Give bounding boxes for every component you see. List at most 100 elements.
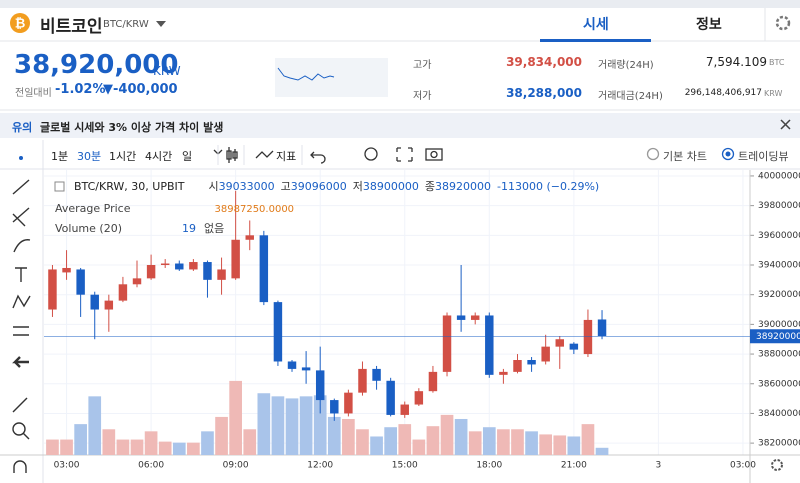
- tab[interactable]: 정보: [696, 17, 722, 33]
- stat-label: 저가: [413, 91, 432, 102]
- volume-bar: [440, 414, 454, 455]
- x-tick-label: 06:00: [138, 461, 164, 471]
- volume-bar: [88, 396, 102, 455]
- legend-text: 시: [208, 180, 218, 193]
- volume-bar: [497, 429, 510, 455]
- interval[interactable]: 일: [182, 150, 193, 163]
- candle-body: [301, 367, 311, 371]
- candle-body: [527, 360, 536, 365]
- candle-body: [146, 265, 156, 279]
- volume-bar: [553, 435, 567, 455]
- candle-body: [442, 315, 452, 372]
- candle-body: [62, 267, 71, 273]
- volume-bar: [525, 431, 538, 455]
- candle-body: [456, 315, 466, 320]
- settings-icon[interactable]: [771, 459, 783, 471]
- notice-close[interactable]: [780, 119, 791, 130]
- notice-tag: 유의: [12, 121, 33, 134]
- chart-mode[interactable]: 트레이딩뷰: [738, 150, 789, 163]
- candle-body: [76, 269, 85, 295]
- chart-mode[interactable]: 기본 차트: [663, 150, 707, 163]
- x-tick-label: 03:00: [54, 461, 80, 471]
- settings-icon[interactable]: [775, 15, 791, 31]
- volume-bar: [581, 424, 595, 455]
- candle-body: [499, 371, 508, 375]
- interval[interactable]: 1시간: [109, 150, 137, 163]
- indicator-button[interactable]: 지표: [276, 150, 297, 163]
- x-tick-label: 03:00: [730, 461, 756, 471]
- interval[interactable]: 4시간: [145, 150, 173, 163]
- toolbar-icons[interactable]: [213, 147, 735, 164]
- candle-body: [189, 262, 198, 270]
- y-tick-label: 38600000: [758, 379, 800, 389]
- volume-bar: [342, 418, 355, 455]
- candle-body: [315, 370, 325, 401]
- legend-text: 고: [281, 180, 291, 193]
- y-tick-label: 40000000: [758, 171, 800, 181]
- plot-bg: [44, 170, 750, 455]
- change-label: 전일대비: [15, 88, 52, 99]
- top-strip: [0, 0, 800, 8]
- legend-icon: [54, 181, 65, 192]
- candle-body: [583, 319, 593, 355]
- volume-bar: [356, 429, 369, 455]
- stat-label: 고가: [413, 60, 432, 71]
- volume-bar: [201, 431, 214, 455]
- y-tick-label: 39800000: [758, 201, 800, 211]
- legend-text: 38900000: [363, 180, 419, 193]
- legend-text: -113000 (−0.29%): [497, 180, 599, 193]
- volume-bar: [313, 395, 327, 455]
- pair: BTC/KRW: [103, 19, 149, 30]
- volume-bar: [511, 429, 524, 455]
- volume-bar: [412, 439, 426, 455]
- svg-text:₿: ₿: [15, 17, 26, 32]
- interval[interactable]: 1분: [51, 150, 69, 163]
- volume-bar: [243, 429, 257, 455]
- volume-bar: [567, 436, 581, 455]
- candle-body: [118, 284, 128, 301]
- candle-body: [160, 263, 170, 265]
- legend-text: 저: [353, 180, 363, 193]
- stat-unit: BTC: [769, 58, 785, 67]
- volume-bar: [595, 447, 609, 455]
- drawing-tools[interactable]: [12, 156, 31, 473]
- x-tick-label: 09:00: [223, 461, 249, 471]
- y-tick-label: 39000000: [758, 320, 800, 330]
- price-unit: KRW: [153, 64, 181, 78]
- interval[interactable]: 30분: [77, 150, 102, 163]
- candle-body: [372, 368, 381, 381]
- volume-bar: [327, 416, 341, 455]
- change-amt: ▼-400,000: [103, 82, 178, 97]
- y-tick-label: 38200000: [758, 439, 800, 449]
- volume-bar: [130, 439, 144, 455]
- header-graphics: ₿: [0, 8, 800, 138]
- stat-value: 296,148,406,917: [684, 88, 762, 98]
- legend-text: Average Price: [55, 202, 131, 215]
- tab-underline: [540, 39, 651, 42]
- legend-text: 없음: [204, 222, 224, 235]
- coin-name: 비트코인: [40, 17, 103, 37]
- y-tick-label: 38400000: [758, 409, 800, 419]
- candle-body: [287, 361, 297, 369]
- volume-bar: [454, 418, 468, 455]
- candle-body: [245, 235, 254, 240]
- candle-body: [597, 319, 607, 337]
- tab[interactable]: 시세: [583, 17, 609, 33]
- candle-body: [555, 339, 564, 347]
- stat-label: 거래대금(24H): [598, 91, 663, 102]
- stat-unit: KRW: [764, 89, 783, 98]
- volume-bar: [370, 436, 383, 455]
- volume-bar: [102, 429, 116, 455]
- volume-bar: [426, 426, 440, 455]
- x-tick-label: 18:00: [476, 461, 502, 471]
- candle-body: [90, 294, 99, 310]
- dropdown-caret[interactable]: [156, 21, 166, 27]
- volume-bar: [482, 427, 496, 455]
- chart: 38200000 38400000 38600000 38800000 39000000…: [0, 170, 800, 483]
- candle-body: [132, 278, 142, 285]
- legend-value: 38987250.0000: [215, 204, 295, 215]
- legend-text: 종: [425, 180, 435, 193]
- legend-text: 19: [182, 222, 196, 235]
- candle-body: [48, 269, 57, 310]
